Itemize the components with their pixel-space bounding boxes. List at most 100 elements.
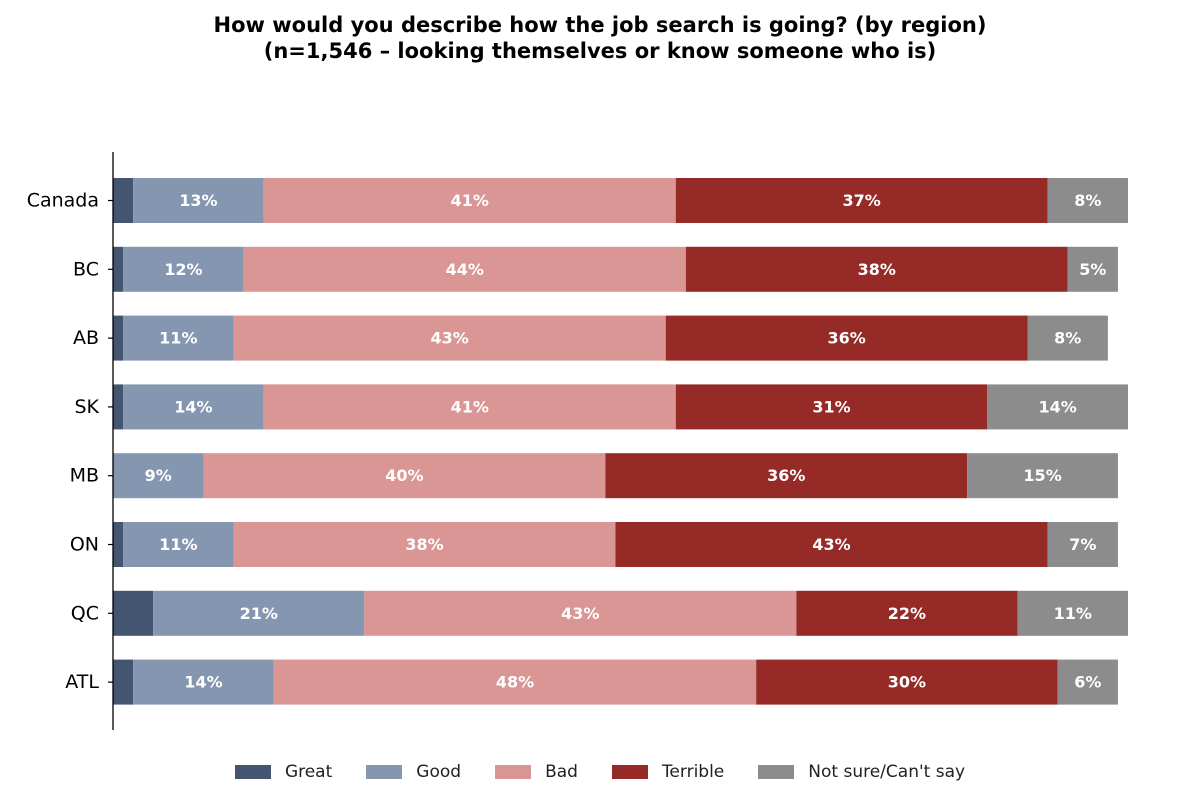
bar-segment	[1047, 522, 1118, 567]
bar-segment	[133, 659, 274, 705]
bar-data-label: 41%	[451, 397, 489, 416]
chart-title-line-2: (n=1,546 – looking themselves or know so…	[263, 39, 937, 63]
legend-item: Good	[366, 762, 461, 782]
bar-segment	[113, 384, 124, 430]
bar-segment	[1017, 590, 1128, 636]
bar-segment	[756, 659, 1058, 705]
bar-segment	[1027, 315, 1108, 361]
bar-data-label: 8%	[1074, 191, 1101, 210]
bar-segment	[243, 246, 686, 292]
legend-item: Not sure/Can't say	[758, 762, 965, 782]
category-label: QC	[71, 602, 99, 624]
bar-segment	[1057, 659, 1118, 705]
bar-segment	[113, 315, 124, 361]
category-label: ON	[70, 534, 99, 556]
bar-segment	[796, 590, 1018, 636]
bars-layer: 13% 41% 37% 8% 12% 44% 38% 5% 11% 43% 36% 8% 14% 41% 3…	[113, 178, 1128, 705]
bar-data-label: 38%	[405, 535, 443, 554]
bar-data-label: 38%	[858, 260, 896, 279]
bar-segment	[153, 590, 365, 636]
legend-label: Not sure/Can't say	[808, 762, 966, 782]
bar-segment	[133, 178, 264, 223]
bar-data-label: 6%	[1074, 673, 1101, 692]
legend-swatch	[234, 765, 271, 779]
bar-data-label: 14%	[1039, 397, 1077, 416]
bar-segment	[123, 384, 264, 430]
legend-label: Terrible	[661, 762, 725, 782]
bar-data-label: 11%	[159, 535, 197, 554]
bar-segment	[615, 522, 1048, 567]
category-label: MB	[70, 465, 99, 487]
bar-segment	[123, 246, 244, 292]
bar-data-label: 43%	[431, 329, 469, 348]
legend-item: Terrible	[611, 762, 725, 782]
chart-title-line-1: How would you describe how the job searc…	[213, 13, 987, 37]
bar-data-label: 44%	[446, 260, 484, 279]
bar-segment	[263, 178, 676, 223]
bar-segment	[123, 315, 234, 361]
legend-swatch	[758, 765, 795, 779]
bar-data-label: 40%	[385, 466, 423, 485]
bar-data-label: 31%	[812, 397, 850, 416]
bar-segment	[675, 384, 988, 430]
bar-segment	[605, 453, 968, 499]
legend-label: Great	[284, 762, 333, 782]
bar-data-label: 8%	[1054, 329, 1081, 348]
bar-segment	[364, 590, 797, 636]
legend-item: Bad	[495, 762, 578, 782]
bar-data-label: 36%	[767, 466, 805, 485]
legend-swatch	[611, 765, 648, 779]
bar-segment	[665, 315, 1028, 361]
bar-data-label: 22%	[888, 604, 926, 623]
bar-data-label: 15%	[1023, 466, 1061, 485]
bar-segment	[123, 522, 234, 567]
bar-data-label: 14%	[184, 673, 222, 692]
bar-segment	[113, 178, 134, 223]
bar-data-label: 5%	[1079, 260, 1106, 279]
bar-segment	[987, 384, 1128, 430]
bar-data-label: 14%	[174, 397, 212, 416]
bar-data-label: 11%	[1054, 604, 1092, 623]
bar-segment	[263, 384, 676, 430]
legend-item: Great	[234, 762, 333, 782]
category-label: BC	[73, 258, 99, 280]
bar-segment	[113, 522, 124, 567]
bar-segment	[1067, 246, 1118, 292]
bar-data-label: 48%	[496, 673, 534, 692]
category-labels: Canada BC AB SK MB ON QC ATL	[27, 190, 113, 693]
bar-data-label: 37%	[843, 191, 881, 210]
bar-data-label: 12%	[164, 260, 202, 279]
bar-data-label: 43%	[812, 535, 850, 554]
bar-data-label: 41%	[451, 191, 489, 210]
legend-swatch	[366, 765, 403, 779]
bar-data-label: 9%	[145, 466, 172, 485]
chart-title: How would you describe how the job searc…	[0, 12, 1200, 64]
bar-data-label: 11%	[159, 329, 197, 348]
category-label: ATL	[65, 671, 99, 693]
bar-data-label: 30%	[888, 673, 926, 692]
legend-label: Bad	[545, 762, 578, 782]
bar-data-label: 13%	[179, 191, 217, 210]
category-label: Canada	[27, 190, 99, 212]
bar-segment	[203, 453, 606, 499]
category-label: SK	[74, 396, 99, 418]
bar-segment	[685, 246, 1068, 292]
category-label: AB	[73, 327, 99, 349]
bar-segment	[113, 590, 154, 636]
bar-data-label: 43%	[561, 604, 599, 623]
bar-data-label: 7%	[1069, 535, 1096, 554]
bar-segment	[233, 315, 666, 361]
legend-label: Good	[416, 762, 462, 782]
legend: Great Good Bad Terrible Not sure/Can't say	[0, 762, 1200, 782]
bar-segment	[113, 659, 134, 705]
bar-segment	[233, 522, 616, 567]
bar-segment	[675, 178, 1048, 223]
bar-segment	[273, 659, 757, 705]
bar-data-label: 21%	[240, 604, 278, 623]
bar-segment	[113, 246, 124, 292]
bar-segment	[967, 453, 1118, 499]
bar-data-label: 36%	[827, 329, 865, 348]
bar-segment	[1047, 178, 1128, 223]
bar-segment	[113, 453, 204, 499]
